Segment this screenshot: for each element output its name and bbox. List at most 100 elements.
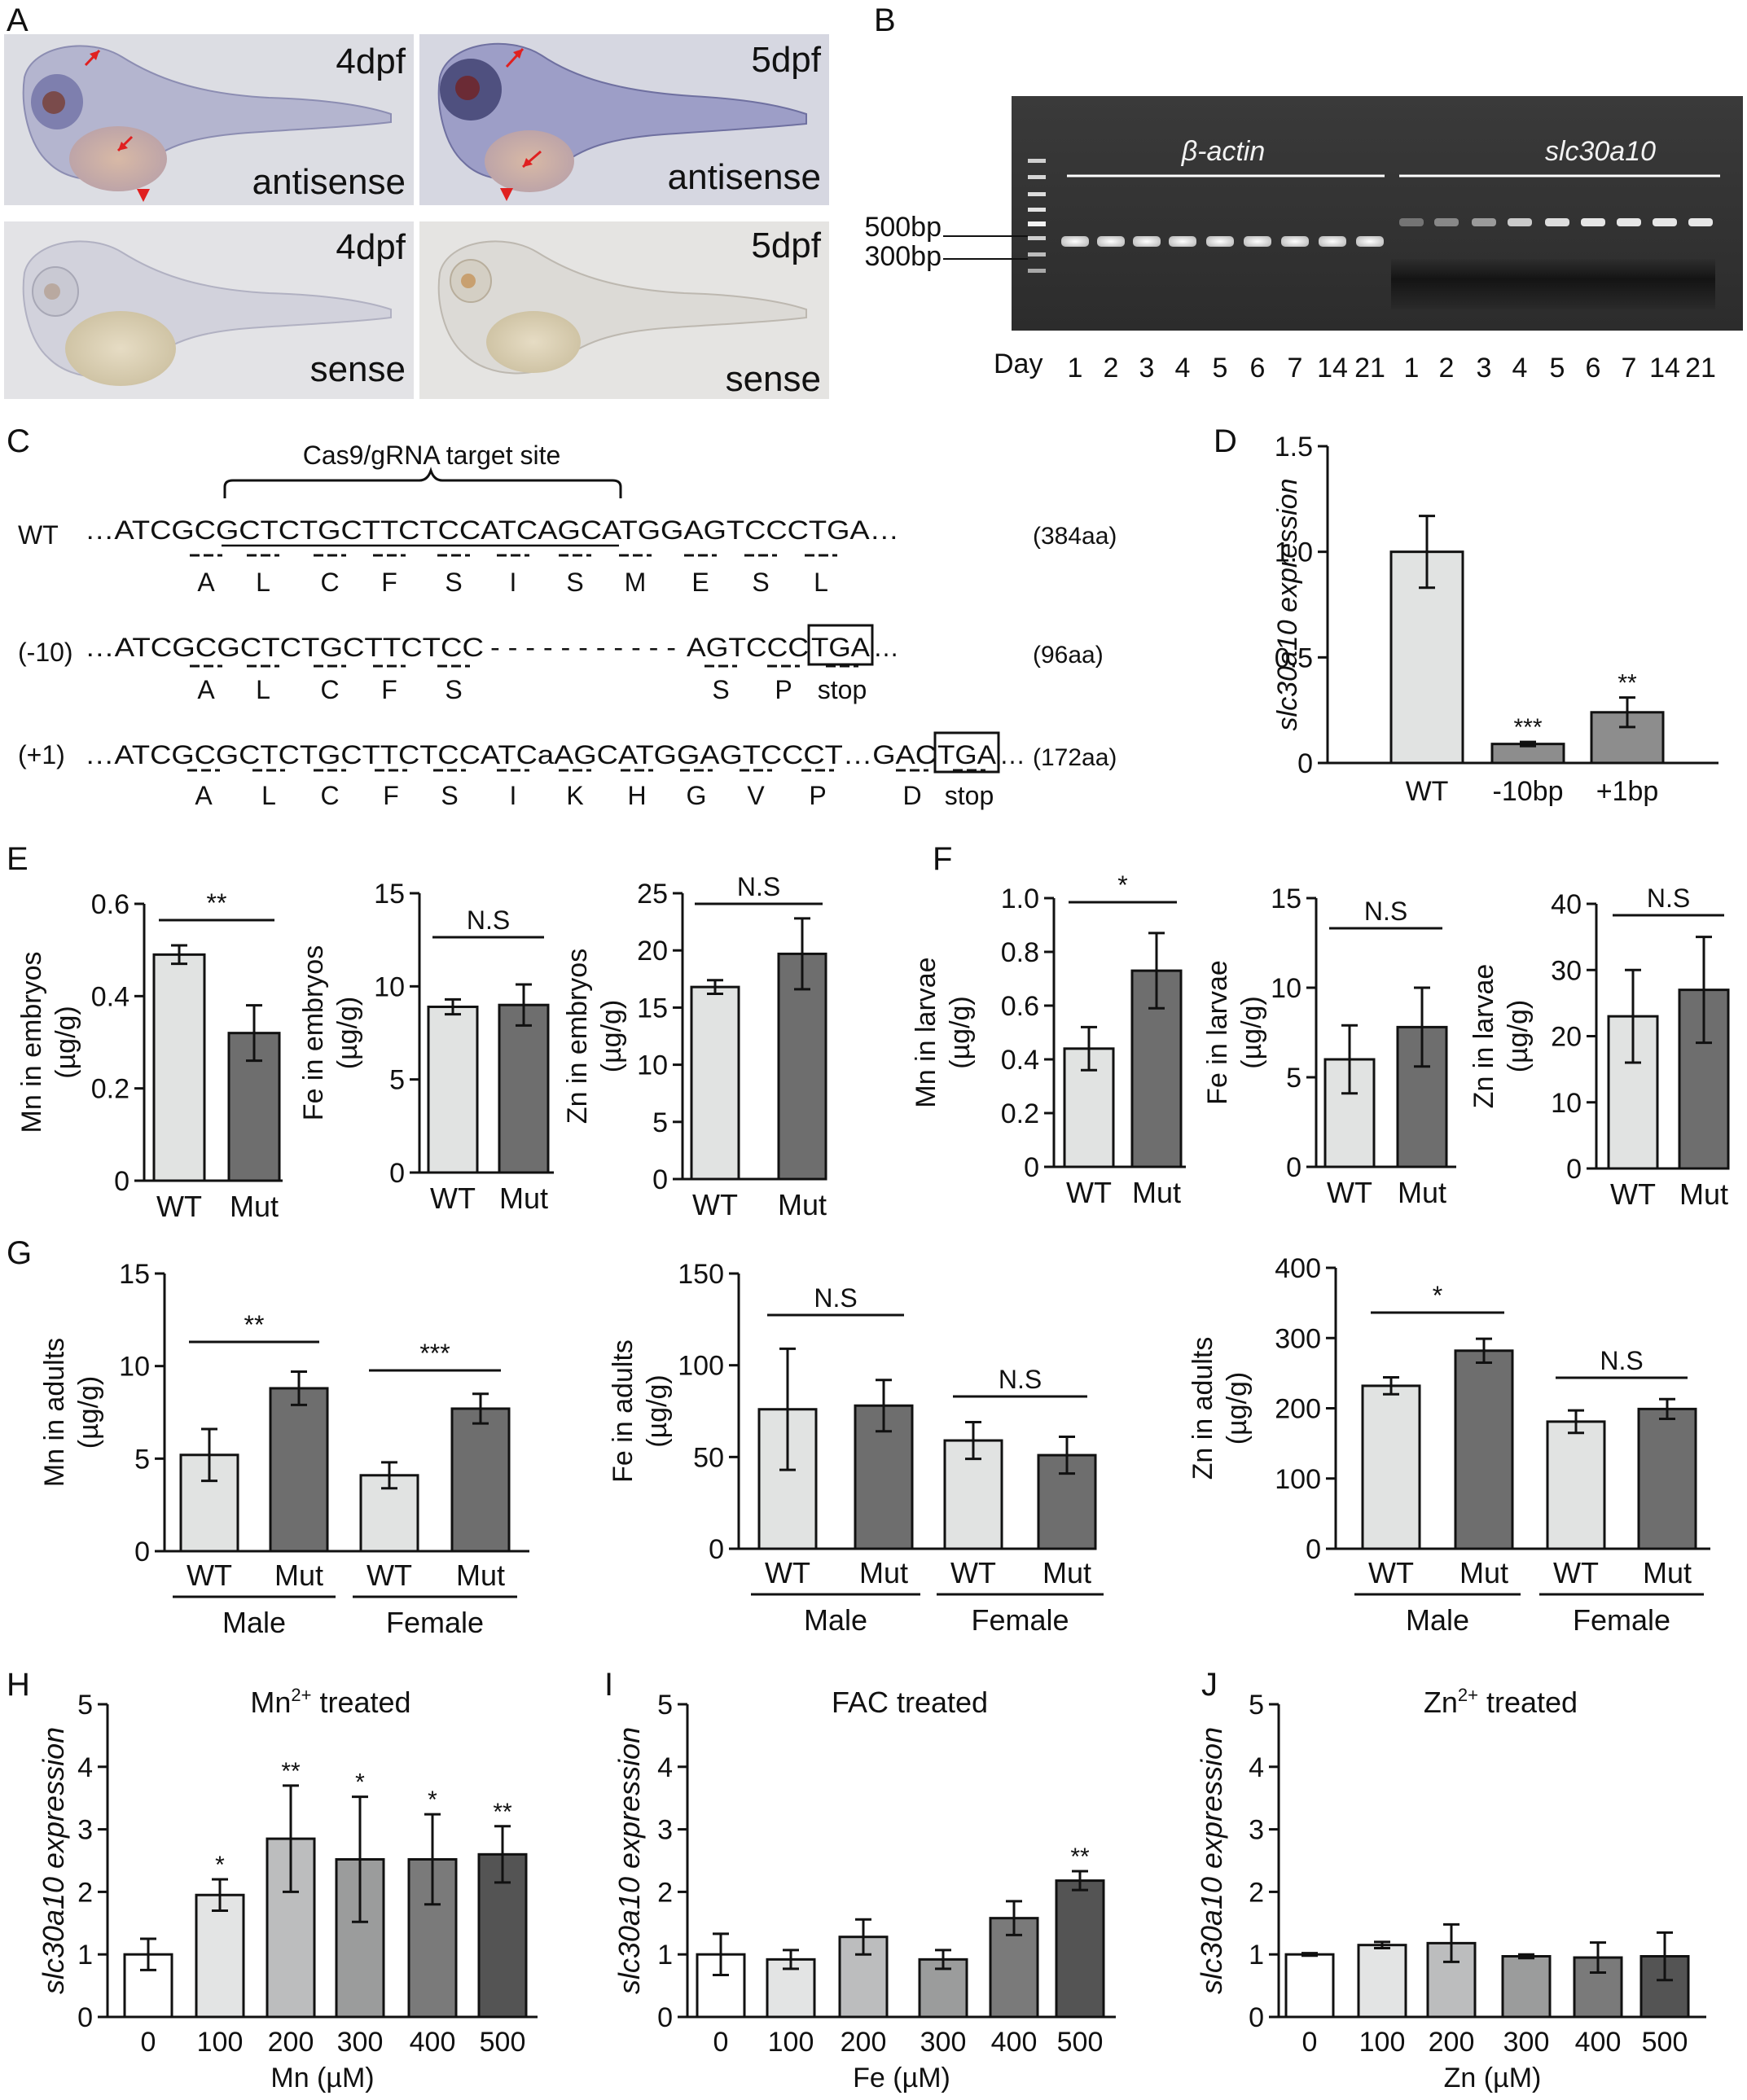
amino-acid: S <box>445 568 462 597</box>
group-label: Female <box>1573 1603 1670 1637</box>
x-tick-label: WT <box>1406 776 1449 807</box>
x-tick-label: WT <box>1368 1556 1414 1589</box>
gel-bands <box>1061 218 1713 247</box>
gene-label-slc30a10: slc30a10 <box>1545 136 1656 167</box>
y-axis-label: Zn in larvae <box>1468 964 1499 1109</box>
y-tick-label: 0 <box>1297 748 1313 779</box>
y-axis-unit: (µg/g) <box>945 996 976 1069</box>
day-label: 3 <box>1477 353 1492 384</box>
panel-letter-h: H <box>7 1667 30 1703</box>
amino-acid: F <box>381 568 397 597</box>
y-tick-label: 0 <box>652 1164 668 1195</box>
significance-label: N.S <box>814 1283 857 1313</box>
image-stage-label: 4dpf <box>336 227 406 267</box>
chart-e2: 0 5 10 15 WT Mut N.S Fe in embryos (µg/g) <box>298 879 554 1215</box>
group-label: Male <box>804 1603 867 1637</box>
amino-acid: S <box>441 781 458 810</box>
chart-f3: 0 10 20 30 40 WT Mut N.S Zn in larvae (µg/g) <box>1468 883 1730 1211</box>
y-tick-label: 4 <box>1249 1752 1264 1783</box>
bar <box>195 1893 245 2019</box>
y-tick-label: 10 <box>637 1050 668 1081</box>
y-axis-label: Zn in embryos <box>562 949 593 1124</box>
y-tick-label: 200 <box>1275 1394 1321 1425</box>
y-axis-label: slc30a10 expression <box>1272 479 1303 731</box>
embryo-image-4dpf-sense: 4dpf sense <box>4 221 414 399</box>
y-axis-unit: (µg/g) <box>1503 1000 1534 1073</box>
amino-acid: F <box>383 781 399 810</box>
amino-acid: I <box>510 568 517 597</box>
y-axis-label: Fe in adults <box>608 1339 639 1483</box>
chart-i: 0 1 2 3 4 5 0 100 200 300 400 500 ** slc30a10 express… <box>612 1686 1116 2093</box>
chart-h: 0 1 2 3 4 5 0 100 * 200 ** 300 * 400 * 500 ** slc30a10 ex… <box>37 1685 538 2093</box>
seq-plus1-tail: … <box>999 740 1025 769</box>
y-tick-label: 0.6 <box>1001 991 1039 1022</box>
x-tick-label: Mut <box>456 1559 505 1592</box>
chart-title: FAC treated <box>832 1686 988 1719</box>
gel-band <box>1545 218 1569 226</box>
amino-acid: I <box>510 781 517 810</box>
amino-acid: stop <box>818 675 867 704</box>
x-tick-label: Mut <box>499 1182 548 1215</box>
bar <box>1284 1953 1335 2019</box>
significance-label: N.S <box>1364 897 1407 926</box>
panel-letter-a: A <box>7 2 29 38</box>
y-tick-label: 3 <box>657 1815 673 1846</box>
amino-acid: L <box>261 781 276 810</box>
significance-label: N.S <box>737 872 780 901</box>
marker-label-500bp: 500bp <box>864 212 942 243</box>
amino-acid: M <box>625 568 647 597</box>
chart-d: 0 0.5 1.0 1.5 WT -10bp *** +1bp ** slc30a10 expre… <box>1272 432 1718 807</box>
chart-title: Zn2+ treated <box>1424 1685 1578 1719</box>
gel-band <box>1399 218 1424 226</box>
y-tick-label: 400 <box>1275 1253 1321 1284</box>
x-tick-label: 300 <box>920 2027 967 2058</box>
panel-letter-g: G <box>7 1235 32 1271</box>
x-tick-label: 200 <box>841 2027 887 2058</box>
panel-letter-b: B <box>874 2 896 38</box>
seq-minus10-b: AGTCCC <box>687 633 809 662</box>
chart-f2: 0 5 10 15 WT Mut N.S Fe in larvae (µg/g) <box>1202 883 1456 1209</box>
x-tick-label: WT <box>430 1182 476 1215</box>
y-tick-label: 5 <box>1286 1063 1301 1094</box>
significance-mark: * <box>215 1852 225 1879</box>
amino-acid: A <box>197 568 215 597</box>
image-probe-label: sense <box>726 359 821 399</box>
seq-row-label-plus1: (+1) <box>18 740 65 769</box>
gel-band <box>1244 236 1271 247</box>
y-tick-label: 1 <box>1249 1940 1264 1971</box>
day-label: 21 <box>1354 353 1385 384</box>
y-axis-label: Mn in adults <box>39 1338 70 1487</box>
x-tick-label: 500 <box>1057 2027 1104 2058</box>
y-tick-label: 5 <box>389 1065 405 1096</box>
y-tick-label: 0 <box>134 1537 150 1567</box>
y-tick-label: 20 <box>1551 1022 1582 1053</box>
x-tick-label: Mut <box>1398 1176 1446 1209</box>
gel-band <box>1356 236 1384 247</box>
amino-acid: S <box>752 568 769 597</box>
chart-title: Mn2+ treated <box>250 1685 410 1719</box>
significance-label: N.S <box>999 1365 1042 1394</box>
bar <box>152 953 206 1182</box>
bar <box>690 985 740 1181</box>
y-tick-label: 15 <box>1271 883 1301 914</box>
bar <box>1637 1407 1697 1550</box>
amino-acid: C <box>320 568 339 597</box>
day-label: 2 <box>1104 353 1119 384</box>
stop-codon-box <box>933 731 1000 774</box>
day-label: 4 <box>1512 353 1528 384</box>
day-label: 2 <box>1439 353 1455 384</box>
x-tick-label: WT <box>765 1556 810 1589</box>
x-tick-label: 500 <box>480 2027 526 2058</box>
y-axis-unit: (µg/g) <box>332 997 363 1070</box>
chart-g2: 0 50 100 150 WT Mut WT Mut N.S N.S Male Female Fe in… <box>608 1259 1104 1637</box>
day-label: 7 <box>1288 353 1303 384</box>
y-axis-label: Mn in larvae <box>911 957 942 1107</box>
y-tick-label: 15 <box>374 879 405 910</box>
y-tick-label: 5 <box>1249 1690 1264 1721</box>
y-axis-unit: (µg/g) <box>73 1376 104 1449</box>
x-tick-label: 100 <box>768 2027 814 2058</box>
amino-acid: L <box>814 568 828 597</box>
amino-acid: stop <box>945 781 994 810</box>
